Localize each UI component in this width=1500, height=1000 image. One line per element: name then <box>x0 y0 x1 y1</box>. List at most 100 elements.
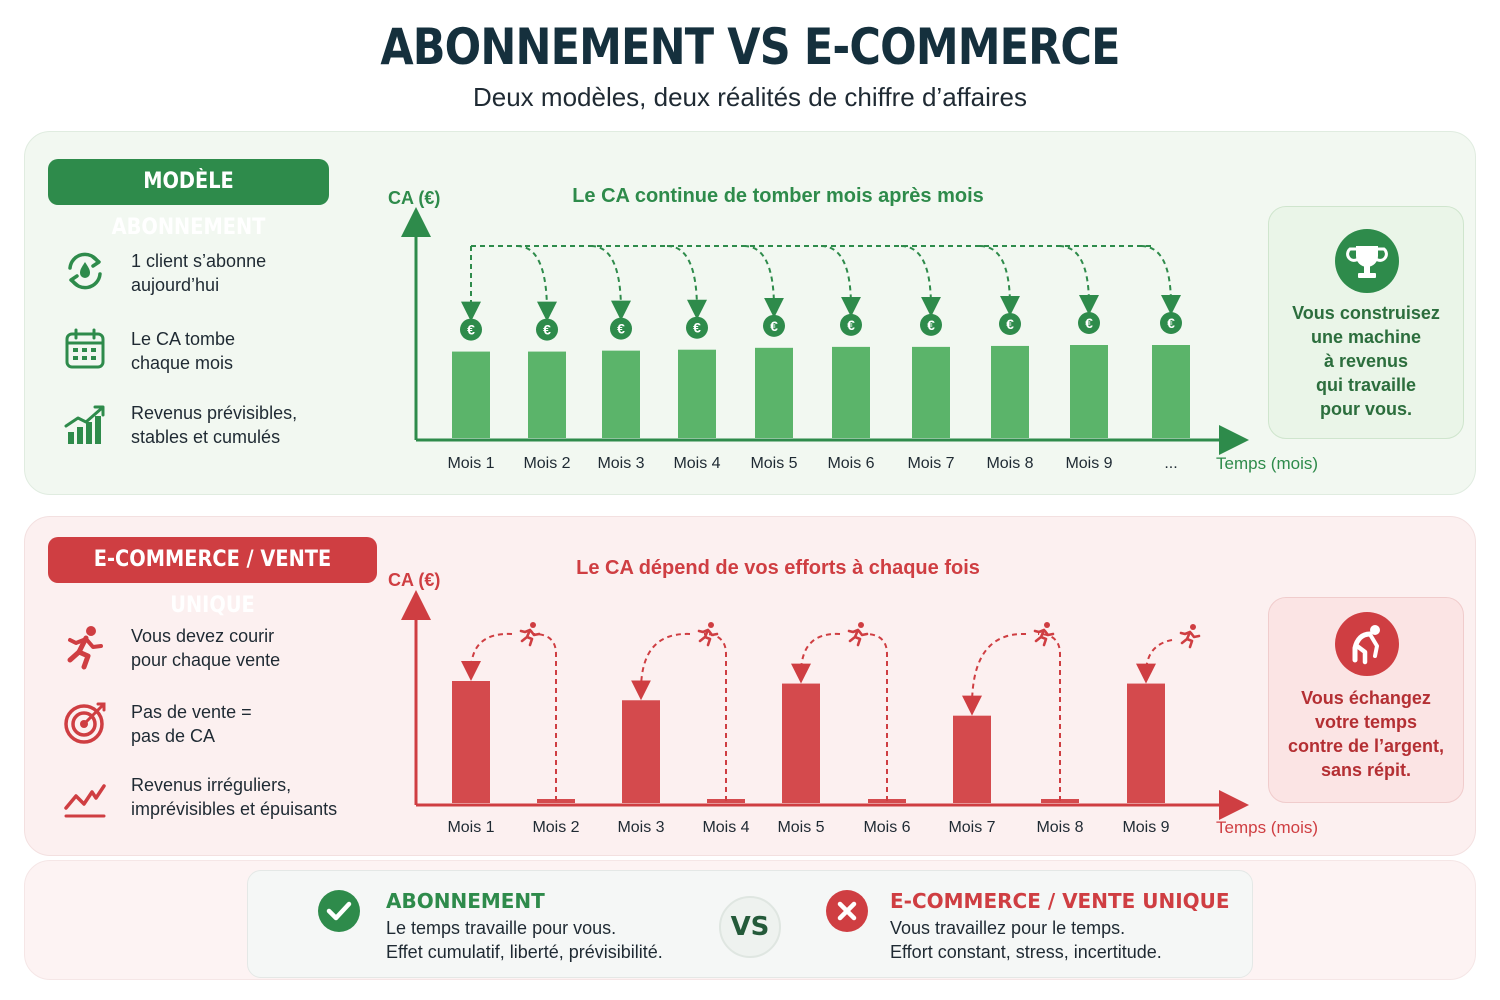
subscription-feature-1: 1 client s’abonne aujourd’hui <box>131 251 267 295</box>
ecommerce-y-label: CA (€) <box>388 570 440 590</box>
subscription-tick-label: Mois 4 <box>673 455 720 472</box>
subscription-chart-title: Le CA continue de tomber mois après mois <box>572 185 984 207</box>
subscription-tick-label: Mois 1 <box>447 455 494 472</box>
subscription-bar <box>755 347 793 438</box>
euro-coin-icon <box>763 314 785 337</box>
subscription-badge: MODÈLE ABONNEMENT <box>48 159 329 240</box>
euro-coin-icon <box>1160 312 1182 334</box>
effort-line <box>1037 633 1061 801</box>
flow-arrow <box>1058 245 1099 315</box>
ecommerce-tick-label: Mois 6 <box>863 819 910 836</box>
subscription-side-box: Vous construisez une machine à revenus q… <box>1268 206 1464 439</box>
comparison-left-title: ABONNEMENT <box>386 889 545 913</box>
ecommerce-chart-title: Le CA dépend de vos efforts à chaque foi… <box>576 557 980 579</box>
comparison-right-title: E-COMMERCE / VENTE UNIQUE <box>890 889 1230 913</box>
subscription-tick-label: Mois 7 <box>907 455 954 472</box>
running-person-icon <box>1179 624 1201 649</box>
subscription-bar <box>912 346 950 438</box>
flow-arrow <box>590 245 631 321</box>
flow-arrow <box>1140 245 1181 315</box>
subscription-tick-label: Mois 9 <box>1065 455 1112 472</box>
euro-coin-label: € <box>693 320 701 336</box>
euro-coin-label: € <box>927 317 935 333</box>
euro-coin-label: € <box>770 318 778 334</box>
running-person-icon <box>1033 622 1055 647</box>
running-person-icon <box>847 622 869 647</box>
target-icon <box>64 702 106 744</box>
subscription-bar <box>452 351 490 438</box>
recurring-cycle-icon <box>68 252 102 290</box>
zigzag-chart-icon <box>64 784 106 818</box>
ecommerce-tick-label: Mois 3 <box>617 819 664 836</box>
euro-coin-icon <box>536 318 558 341</box>
comparison-right-text: Vous travaillez pour le temps. Effort con… <box>890 918 1162 962</box>
subscription-tick-label: Mois 8 <box>986 455 1033 472</box>
flow-arrow <box>820 245 861 317</box>
effort-arrow <box>461 632 513 681</box>
euro-coin-icon <box>686 316 708 339</box>
trophy-icon <box>1335 229 1399 293</box>
running-person-icon <box>697 622 719 647</box>
effort-arrow <box>962 632 1027 716</box>
subscription-bar <box>1152 345 1190 438</box>
subscription-x-label: Temps (mois) <box>1216 454 1318 473</box>
ecommerce-tick-label: Mois 1 <box>447 819 494 836</box>
page-title: ABONNEMENT VS E-COMMERCE <box>380 18 1120 76</box>
euro-coin-label: € <box>543 322 551 338</box>
subscription-feature-2: Le CA tombe chaque mois <box>131 329 236 373</box>
flow-arrow <box>516 245 557 322</box>
flow-arrow <box>979 245 1020 316</box>
subscription-tick-label: Mois 3 <box>597 455 644 472</box>
subscription-bar <box>991 345 1029 438</box>
euro-coin-icon <box>1078 312 1100 334</box>
ecommerce-feature-1: Vous devez courir pour chaque vente <box>131 626 281 670</box>
euro-coin-icon <box>840 313 862 336</box>
ecommerce-bar <box>452 681 490 803</box>
vs-badge: VS <box>719 896 781 958</box>
subscription-bar <box>602 350 640 438</box>
ecommerce-feature-2: Pas de vente = pas de CA <box>131 702 252 746</box>
check-icon <box>318 890 360 932</box>
subscription-bar <box>832 346 870 438</box>
running-person-icon <box>67 626 103 670</box>
euro-coin-icon <box>999 312 1021 335</box>
ecommerce-bar <box>782 683 820 803</box>
effort-arrow <box>791 632 841 684</box>
effort-line <box>864 633 888 801</box>
flow-arrow <box>666 245 707 320</box>
euro-coin-label: € <box>1006 316 1014 332</box>
subscription-tick-label: Mois 5 <box>750 455 797 472</box>
subscription-tick-label: Mois 2 <box>523 455 570 472</box>
euro-coin-icon <box>460 318 482 341</box>
comparison-left-text: Le temps travaille pour vous. Effet cumul… <box>386 918 663 962</box>
ecommerce-bar <box>622 700 660 803</box>
ecommerce-feature-3: Revenus irréguliers, imprévisibles et épu… <box>131 775 338 819</box>
euro-coin-label: € <box>847 317 855 333</box>
page-subtitle: Deux modèles, deux réalités de chiffre d… <box>472 82 1027 112</box>
ecommerce-bar <box>1127 683 1165 803</box>
euro-coin-label: € <box>1085 315 1093 331</box>
euro-coin-icon <box>920 313 942 336</box>
effort-line <box>703 633 727 801</box>
flow-arrow <box>743 245 784 318</box>
subscription-bar <box>528 351 566 438</box>
subscription-feature-3: Revenus prévisibles, stables et cumulés <box>131 403 298 447</box>
subscription-tick-label: Mois 6 <box>827 455 874 472</box>
ecommerce-tick-label: Mois 9 <box>1122 819 1169 836</box>
euro-coin-label: € <box>1167 315 1175 331</box>
ecommerce-x-label: Temps (mois) <box>1216 818 1318 837</box>
effort-line <box>533 633 557 801</box>
growth-chart-icon <box>64 405 105 444</box>
ecommerce-badge: E-COMMERCE / VENTE UNIQUE <box>48 537 377 618</box>
ecommerce-side-box: Vous échangez votre temps contre de l’ar… <box>1268 597 1464 803</box>
running-person-icon <box>519 622 541 647</box>
subscription-tick-label: ... <box>1164 455 1177 472</box>
effort-arrow <box>1136 639 1173 684</box>
flow-arrow <box>900 245 941 317</box>
subscription-y-label: CA (€) <box>388 188 440 208</box>
ecommerce-tick-label: Mois 4 <box>702 819 749 836</box>
subscription-bar <box>1070 345 1108 438</box>
effort-arrow <box>631 632 691 701</box>
exhausted-person-icon <box>1335 612 1399 676</box>
